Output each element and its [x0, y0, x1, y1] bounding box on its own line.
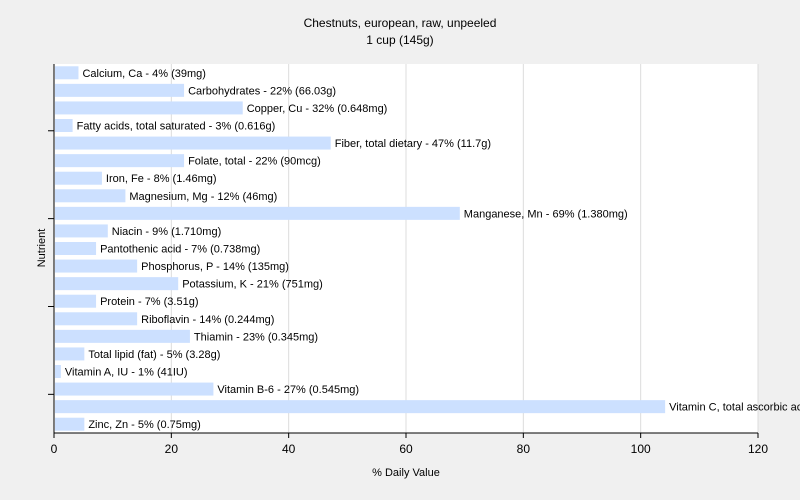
bars: Calcium, Ca - 4% (39mg) Carbohydrates - 2… — [55, 66, 800, 431]
bar — [55, 171, 102, 185]
bar-label: Vitamin A, IU - 1% (41IU) — [65, 367, 188, 379]
bar-label: Niacin - 9% (1.710mg) — [112, 226, 221, 238]
bar — [55, 154, 185, 168]
bar-label: Protein - 7% (3.51g) — [100, 296, 198, 308]
bar — [55, 294, 97, 308]
bar — [55, 119, 73, 132]
bar-label: Riboflavin - 14% (0.244mg) — [141, 314, 274, 326]
bar — [55, 277, 179, 291]
bar-label: Fatty acids, total saturated - 3% (0.616… — [77, 121, 276, 133]
bar — [55, 189, 126, 203]
x-tick-label: 60 — [399, 442, 413, 456]
bar-label: Total lipid (fat) - 5% (3.28g) — [88, 349, 220, 361]
bar-label: Calcium, Ca - 4% (39mg) — [82, 68, 205, 80]
bar — [55, 312, 138, 326]
bar — [55, 66, 79, 80]
chart-title: Chestnuts, european, raw, unpeeled — [304, 16, 497, 30]
bar — [55, 400, 666, 414]
bar-label: Vitamin B-6 - 27% (0.545mg) — [217, 384, 359, 396]
x-tick-label: 20 — [165, 442, 179, 456]
x-tick-label: 80 — [517, 442, 531, 456]
bar — [55, 259, 138, 273]
x-tick-label: 100 — [631, 442, 651, 456]
x-tick-label: 120 — [748, 442, 768, 456]
x-tick-label: 40 — [282, 442, 296, 456]
bar-label: Potassium, K - 21% (751mg) — [182, 279, 323, 291]
bar-label: Zinc, Zn - 5% (0.75mg) — [88, 419, 200, 431]
bar — [55, 347, 85, 361]
bar-label: Manganese, Mn - 69% (1.380mg) — [464, 208, 628, 220]
axes: 0 20 40 60 80 100 120 — [48, 64, 768, 456]
x-axis-label: % Daily Value — [372, 467, 440, 479]
grid — [170, 64, 759, 433]
bar-label: Iron, Fe - 8% (1.46mg) — [106, 173, 217, 185]
bar — [55, 242, 97, 255]
bar-label: Vitamin C, total ascorbic acid - 104% (6… — [669, 402, 800, 414]
bar — [55, 365, 61, 378]
bar — [55, 101, 243, 115]
bar-label: Pantothenic acid - 7% (0.738mg) — [100, 244, 260, 256]
bar-label: Folate, total - 22% (90mcg) — [188, 156, 321, 168]
bar — [55, 83, 185, 97]
x-tick-label: 0 — [51, 442, 58, 456]
bar-label: Carbohydrates - 22% (66.03g) — [188, 85, 336, 97]
bar — [55, 136, 331, 150]
bar-label: Fiber, total dietary - 47% (11.7g) — [335, 138, 491, 150]
bar — [55, 417, 85, 431]
bar — [55, 224, 108, 238]
y-axis-label: Nutrient — [36, 229, 48, 268]
bar — [55, 382, 214, 396]
chart-subtitle: 1 cup (145g) — [366, 33, 433, 47]
bar-label: Phosphorus, P - 14% (135mg) — [141, 261, 289, 273]
bar-label: Magnesium, Mg - 12% (46mg) — [129, 191, 277, 203]
bar — [55, 206, 460, 220]
bar-label: Thiamin - 23% (0.345mg) — [194, 331, 318, 343]
bar — [55, 329, 190, 343]
bar-label: Copper, Cu - 32% (0.648mg) — [247, 103, 388, 115]
